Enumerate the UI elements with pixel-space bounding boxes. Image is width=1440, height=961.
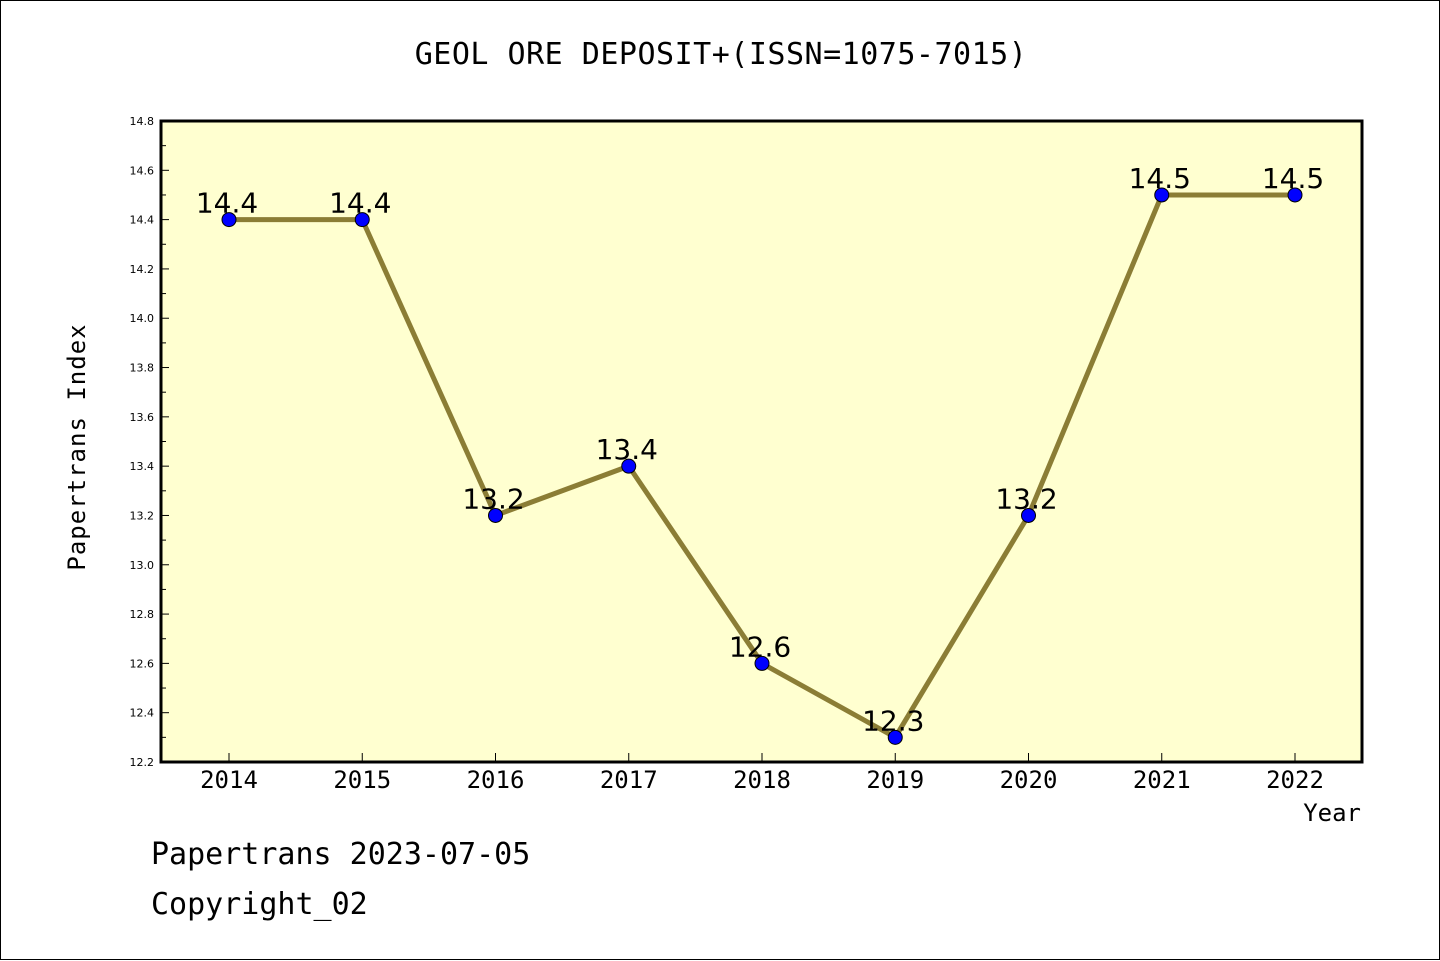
data-label: 12.6	[729, 630, 791, 663]
data-label: 13.2	[995, 482, 1057, 515]
x-tick-label: 2014	[200, 766, 258, 794]
data-point	[621, 458, 637, 474]
x-tick-label: 2022	[1266, 766, 1324, 794]
x-axis: 2014 2015 2016 2017 2018 2019 2020 2021 2022	[200, 753, 1324, 794]
x-tick-label: 2015	[333, 766, 391, 794]
data-point	[1287, 187, 1303, 203]
data-label: 14.5	[1129, 162, 1191, 195]
y-tick-label: 13.4	[130, 460, 155, 473]
data-point	[887, 729, 903, 745]
data-point	[221, 212, 237, 228]
data-point	[754, 655, 770, 671]
data-label: 14.4	[329, 187, 391, 220]
y-tick-label: 12.2	[130, 756, 155, 769]
data-points	[221, 187, 1303, 745]
x-tick-label: 2016	[467, 766, 525, 794]
y-tick-label: 12.6	[130, 657, 155, 670]
data-label: 12.3	[862, 704, 924, 737]
data-point	[1154, 187, 1170, 203]
y-tick-label: 13.2	[130, 509, 155, 522]
footer-date: Papertrans 2023-07-05	[151, 837, 531, 872]
y-tick-label: 13.8	[130, 362, 155, 375]
chart-title: GEOL ORE DEPOSIT+(ISSN=1075-7015)	[414, 37, 1028, 72]
data-label: 13.2	[462, 482, 524, 515]
y-tick-label: 14.8	[130, 115, 155, 128]
x-tick-label: 2019	[866, 766, 924, 794]
plot-area	[159, 119, 1364, 764]
y-tick-label: 14.6	[130, 164, 155, 177]
y-tick-label: 13.0	[130, 559, 155, 572]
y-tick-label: 12.8	[130, 608, 155, 621]
data-label: 14.5	[1262, 162, 1324, 195]
data-label: 13.4	[596, 433, 658, 466]
y-tick-label: 12.4	[130, 707, 155, 720]
footer-copyright: Copyright_02	[151, 887, 368, 922]
y-axis-label: Papertrans Index	[63, 323, 91, 570]
x-tick-label: 2020	[1000, 766, 1058, 794]
data-point	[1021, 507, 1036, 523]
x-axis-label: Year	[1303, 799, 1361, 827]
data-label: 14.4	[196, 187, 258, 220]
data-point	[354, 212, 370, 228]
y-tick-label: 14.0	[130, 312, 155, 325]
x-tick-label: 2021	[1133, 766, 1191, 794]
x-tick-label: 2017	[600, 766, 658, 794]
y-tick-label: 14.2	[130, 263, 155, 276]
data-labels: 14.4 14.4 13.2 13.4 12.6 12.3 13.2 14.5 14.5	[196, 162, 1324, 737]
data-point	[488, 507, 503, 523]
x-tick-label: 2018	[733, 766, 791, 794]
y-axis: 12.2 12.4 12.6 12.8 13.0 13.2 13.4 13.6 13.8 14.0…	[130, 115, 169, 769]
y-tick-label: 13.6	[130, 411, 155, 424]
y-tick-label: 14.4	[130, 214, 155, 227]
